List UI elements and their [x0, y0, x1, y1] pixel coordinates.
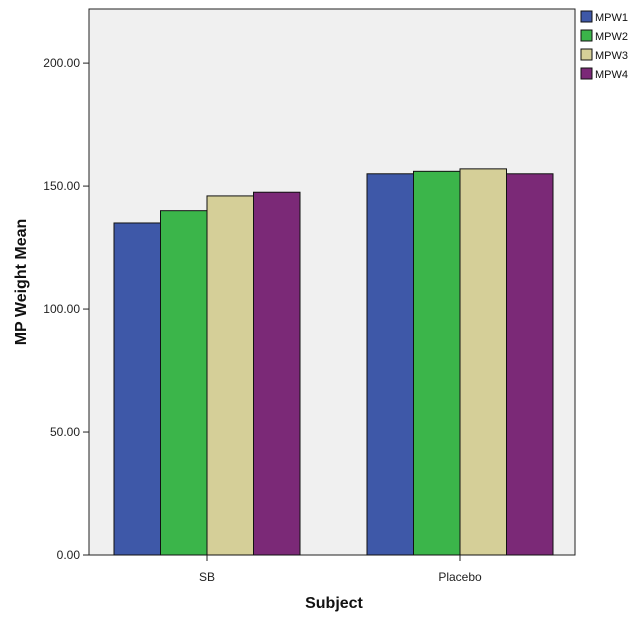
bar-mpw1-placebo [366, 173, 414, 556]
legend-label: MPW3 [595, 50, 628, 62]
x-tick-label: Placebo [438, 570, 482, 584]
legend-swatch [580, 67, 593, 80]
bar-mpw1-sb [113, 222, 161, 556]
bars-group [113, 168, 554, 556]
bar-mpw2-placebo [413, 170, 461, 556]
x-tick-label: SB [199, 570, 215, 584]
y-axis: 0.00 50.00 100.00 150.00 200.00 [43, 56, 89, 562]
x-axis-title: Subject [305, 595, 363, 612]
y-axis-title: MP Weight Mean [13, 219, 30, 346]
y-tick-label: 200.00 [43, 56, 80, 70]
bar-mpw3-placebo [459, 168, 507, 556]
y-tick-label: 50.00 [50, 425, 80, 439]
bar-mpw2-sb [160, 210, 208, 556]
y-tick-label: 0.00 [57, 548, 81, 562]
legend: MPW1 MPW2 MPW3 MPW4 [580, 10, 628, 81]
legend-swatch [580, 10, 593, 23]
x-axis: SB Placebo [199, 555, 482, 584]
legend-label: MPW4 [595, 69, 628, 81]
bar-mpw4-sb [253, 191, 301, 556]
legend-label: MPW2 [595, 31, 628, 43]
bar-mpw3-sb [206, 195, 254, 556]
y-tick-label: 150.00 [43, 179, 80, 193]
legend-label: MPW1 [595, 12, 628, 24]
bar-mpw4-placebo [506, 173, 554, 556]
legend-swatch [580, 48, 593, 61]
y-tick-label: 100.00 [43, 302, 80, 316]
legend-swatch [580, 29, 593, 42]
